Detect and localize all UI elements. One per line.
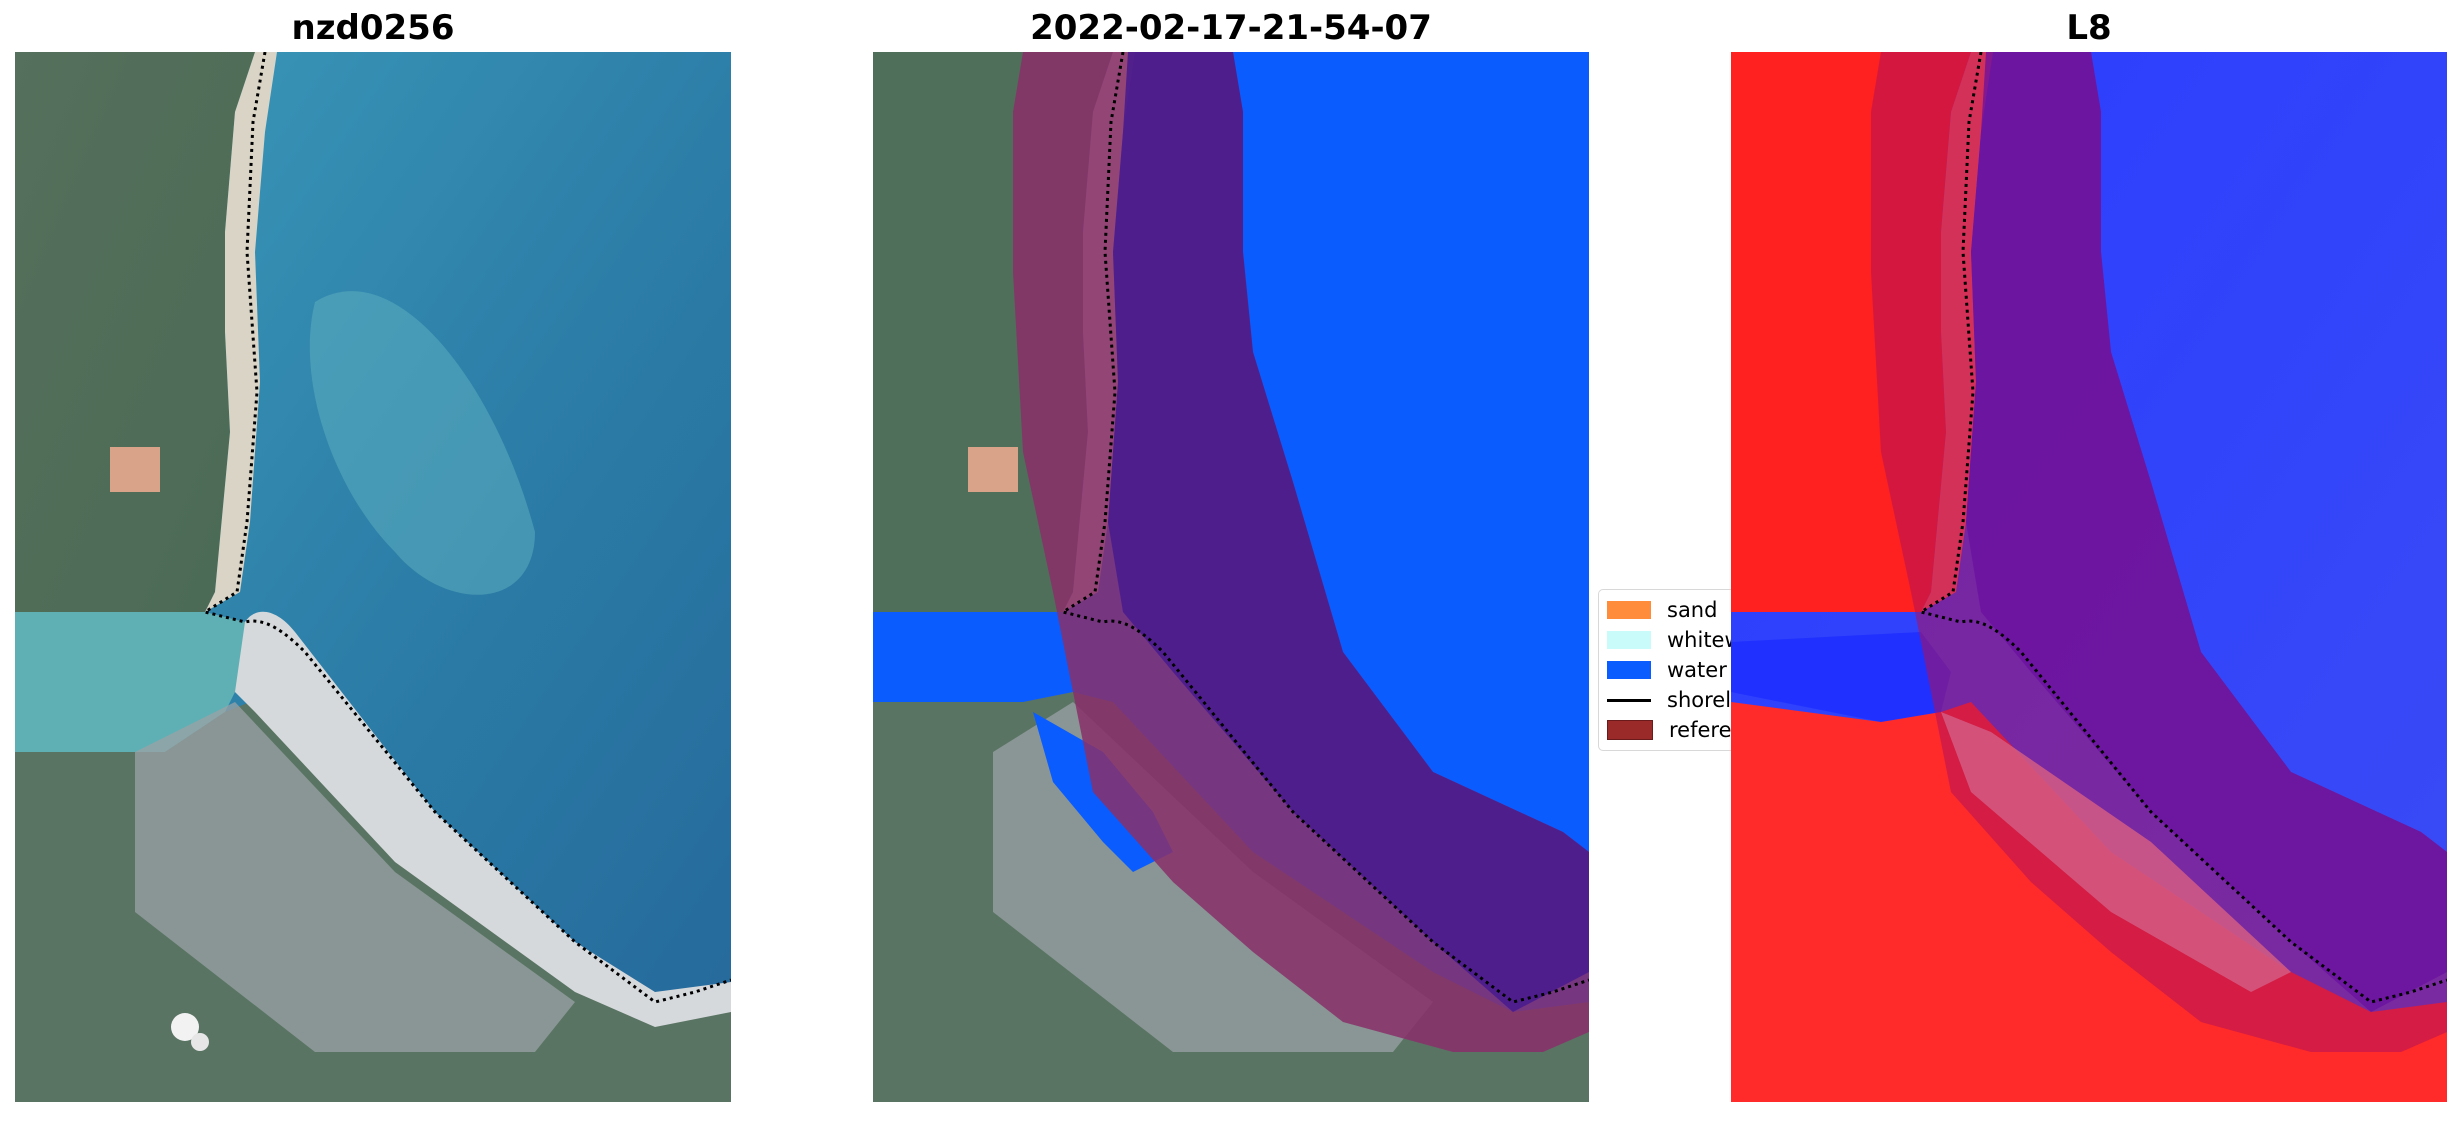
sand-spit [235, 611, 731, 1027]
legend-label: sand [1667, 598, 1718, 622]
legend-item-water: water [1607, 656, 1727, 684]
whitewater-swatch [1607, 631, 1651, 649]
classification-image [873, 52, 1589, 1102]
panel-title-l8: L8 [2066, 8, 2112, 48]
legend-label: reference [1669, 718, 1732, 742]
satellite-image-rgb-svg [15, 52, 731, 1102]
north-beach [205, 52, 277, 612]
water-swatch [1607, 661, 1651, 679]
panel-title-date: 2022-02-17-21-54-07 [1030, 8, 1432, 48]
legend-item-sand: sand [1607, 596, 1717, 624]
bright-object [171, 1013, 199, 1041]
building-roof [110, 447, 160, 492]
shoreline-swatch [1607, 698, 1651, 702]
estuary-water-class [873, 632, 1088, 702]
l8-estuary [1731, 632, 1951, 722]
reference-water-overlay [1108, 52, 1589, 1012]
panel-title-image-id: nzd0256 [291, 8, 455, 48]
legend-item-shoreline: shoreline [1607, 686, 1732, 714]
legend-label: shoreline [1667, 688, 1732, 712]
legend-label: water [1667, 658, 1727, 682]
estuary-channel [15, 612, 245, 752]
l8-index-image-svg [1731, 52, 2447, 1102]
north-land [15, 52, 255, 612]
building-roof [968, 447, 1018, 492]
legend-item-reference: reference [1607, 716, 1732, 744]
satellite-image-rgb [15, 52, 731, 1102]
reference-swatch [1607, 720, 1653, 740]
turbid-water [309, 291, 535, 595]
shoreline-line [1917, 52, 2447, 1004]
shoreline-line [201, 52, 731, 1004]
shoreline-line [1059, 52, 1589, 1004]
tidal-flat [135, 702, 575, 1052]
bright-object [191, 1033, 209, 1051]
l8-index-image [1731, 52, 2447, 1102]
l8-reference-water-overlay [1966, 52, 2447, 1012]
classification-image-svg [873, 52, 1589, 1102]
sand-swatch [1607, 601, 1651, 619]
